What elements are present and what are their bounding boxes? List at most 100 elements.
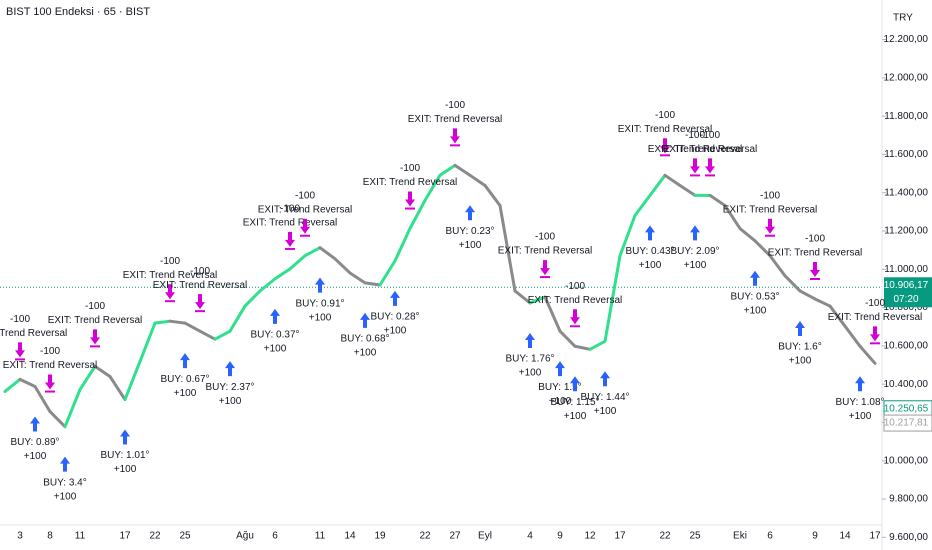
exit-qty: -100 <box>535 232 555 243</box>
exit-qty: -100 <box>85 301 105 312</box>
trend-segment <box>348 271 367 285</box>
exit-label: EXIT: Trend Reversal <box>618 124 712 135</box>
trend-segment <box>573 344 592 351</box>
trend-segment <box>498 204 517 293</box>
trend-segment <box>78 364 97 392</box>
buy-arrow <box>795 320 805 336</box>
trend-segment <box>543 295 562 333</box>
exit-qty: -100 <box>700 130 720 141</box>
buy-qty: +100 <box>684 260 707 271</box>
exit-label: EXIT: Trend Reversal <box>123 270 217 281</box>
trend-segment <box>423 173 442 202</box>
trend-segment <box>678 183 697 197</box>
buy-qty: +100 <box>309 312 332 323</box>
y-tick-label: 12.200,00 <box>884 34 929 45</box>
exit-arrow <box>90 329 100 345</box>
x-tick-label: 14 <box>839 531 851 542</box>
buy-label: BUY: 1.08° <box>835 397 884 408</box>
trend-segment <box>813 297 832 308</box>
buy-label: BUY: 2.09° <box>670 246 719 257</box>
buy-label: BUY: 0.53° <box>730 291 779 302</box>
exit-arrow <box>405 191 415 207</box>
buy-qty: +100 <box>744 305 767 316</box>
buy-qty: +100 <box>789 356 812 367</box>
y-tick-label: 10.000,00 <box>884 455 929 466</box>
trend-segment <box>858 344 877 365</box>
trend-segment <box>33 384 52 414</box>
exit-label: EXIT: Trend Reversal <box>768 248 862 259</box>
last-price-label: 10.906,17 <box>884 280 929 291</box>
exit-qty: -100 <box>190 266 210 277</box>
buy-arrow <box>465 205 475 221</box>
exit-qty: -100 <box>565 281 585 292</box>
buy-qty: +100 <box>24 451 47 462</box>
y-tick-label: 9.800,00 <box>889 494 928 505</box>
x-tick-label: Eki <box>733 531 747 542</box>
trend-segment <box>528 295 547 305</box>
buy-arrow <box>120 429 130 445</box>
buy-label: BUY: 0.68° <box>340 334 389 345</box>
buy-label: BUY: 1.44° <box>580 392 629 403</box>
buy-label: BUY: 0.37° <box>250 330 299 341</box>
buy-label: BUY: 1.6° <box>778 342 821 353</box>
buy-label: BUY: 1.01° <box>100 450 149 461</box>
trend-segment <box>198 329 217 341</box>
exit-label: EXIT: Trend Reversal <box>0 328 67 339</box>
exit-arrow <box>195 294 205 310</box>
exit-label: EXIT: Trend Reversal <box>3 360 97 371</box>
y-tick-label: 9.600,00 <box>889 532 928 543</box>
x-tick-label: Eyl <box>478 531 492 542</box>
buy-label: BUY: 1.15° <box>550 397 599 408</box>
buy-arrow <box>360 312 370 328</box>
buy-qty: +100 <box>354 348 377 359</box>
trend-segment <box>63 388 82 429</box>
exit-qty: -100 <box>40 346 60 357</box>
x-tick-label: 17 <box>614 531 626 542</box>
last-price-badge <box>884 277 932 308</box>
trend-segment <box>783 274 802 293</box>
x-tick-label: 8 <box>47 531 53 542</box>
buy-label: BUY: 0.23° <box>445 226 494 237</box>
buy-qty: +100 <box>384 326 407 337</box>
trend-segment <box>168 319 187 325</box>
exit-arrow <box>765 218 775 234</box>
y-tick-label: 11.600,00 <box>884 149 928 160</box>
exit-arrow <box>300 218 310 234</box>
exit-arrow <box>705 158 715 174</box>
buy-qty: +100 <box>594 406 617 417</box>
x-tick-label: 12 <box>584 531 596 542</box>
trend-segment <box>48 410 67 429</box>
exit-label: EXIT: Trend Reversal <box>243 218 337 229</box>
y-tick-label: 10.800,00 <box>884 302 929 313</box>
trend-segment <box>258 277 277 293</box>
buy-arrow <box>750 270 760 286</box>
exit-qty: -100 <box>295 190 315 201</box>
buy-arrow <box>180 353 190 369</box>
exit-label: EXIT: Trend Reversal <box>498 246 592 257</box>
trend-segment <box>558 329 577 348</box>
x-tick-label: 4 <box>527 531 533 542</box>
trend-segment <box>123 359 142 401</box>
x-tick-label: 11 <box>315 531 326 542</box>
y-tick-label: 11.800,00 <box>884 111 928 122</box>
buy-arrow <box>645 225 655 241</box>
trend-segment <box>723 204 742 231</box>
buy-arrow <box>225 361 235 377</box>
y-tick-label: 11.200,00 <box>884 226 928 237</box>
buy-label: BUY: 0.67° <box>160 374 209 385</box>
trend-segment <box>738 227 757 243</box>
exit-label: EXIT: Trend Reversal <box>663 144 757 155</box>
buy-arrow <box>555 361 565 377</box>
exit-arrow <box>810 261 820 277</box>
exit-qty: -100 <box>445 100 465 111</box>
buy-label: BUY: 3.4° <box>43 477 86 488</box>
buy-label: BUY: 0.89° <box>10 437 59 448</box>
buy-arrow <box>600 371 610 387</box>
trend-segment <box>183 321 202 333</box>
trend-segment <box>408 198 427 231</box>
x-tick-label: 9 <box>812 531 818 542</box>
buy-label: BUY: 0.91° <box>295 298 344 309</box>
chart-title: BIST 100 Endeksi · 65 · BIST <box>6 6 150 18</box>
exit-label: EXIT: Trend Reversal <box>408 114 502 125</box>
